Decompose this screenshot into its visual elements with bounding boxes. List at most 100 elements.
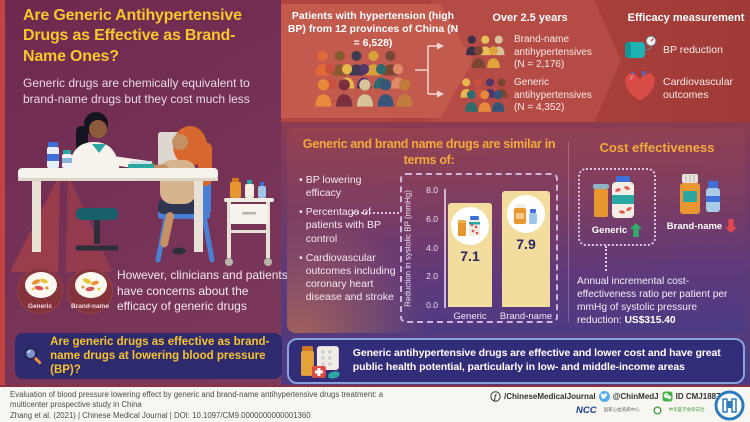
medicines-icon — [300, 346, 340, 379]
wechat-id: ID CMJ1887 — [675, 392, 721, 401]
cost-note: Annual incremental cost-effectiveness ra… — [577, 275, 739, 327]
generic-group-name: Generic antihypertensives — [514, 77, 592, 101]
organization-logos: NCC 国家心血管病中心 中华医学会杂志社 — [576, 405, 711, 416]
left-accent-stripe — [0, 0, 5, 385]
page-title: Are Generic Antihypertensive Drugs as Ef… — [23, 7, 242, 65]
bar-column-generic: 7.1 — [448, 190, 492, 307]
results-panel: Generic and brand name drugs are similar… — [287, 128, 745, 333]
category-label-brand: Brand-name — [499, 311, 553, 322]
footer: Evaluation of blood pressure lowering ef… — [0, 385, 750, 422]
cohort-label: Patients with hypertension (high BP) fro… — [287, 10, 459, 49]
duration-heading: Over 2.5 years — [492, 12, 568, 24]
magnifier-icon — [24, 347, 42, 365]
twitter-icon — [598, 391, 610, 402]
generic-cost-bottles-icon — [593, 176, 634, 218]
brand-pills-badge: Brand-name — [67, 268, 113, 314]
bullet-dot: • — [299, 174, 303, 186]
research-question-box: Are generic drugs as effective as brand-… — [15, 333, 282, 379]
y-tick-label: 6.0 — [426, 213, 438, 224]
brand-cost-bottles-icon — [680, 174, 720, 214]
generic-group-icon — [460, 78, 508, 112]
brand-cost-group: Brand-name — [665, 174, 739, 233]
generic-cost-label: Generic — [591, 223, 643, 237]
bullet-text: BP lowering efficacy — [305, 174, 362, 200]
y-tick-label: 8.0 — [426, 185, 438, 195]
bullet-item: • Percentage of patients with BP control — [299, 206, 399, 245]
study-design-band: Patients with hypertension (high BP) fro… — [281, 0, 750, 122]
brand-badge-label: Brand-name — [71, 302, 109, 310]
twitter-handle: @ChinMedJ — [612, 392, 659, 401]
bullet-item: • BP lowering efficacy — [299, 174, 399, 200]
bar-generic: 7.1 — [448, 203, 492, 307]
cma-name-cn: 中华医学会杂志社 — [668, 407, 705, 413]
bar-column-brand: 7.9 — [502, 190, 550, 307]
brand-group-n: (N = 2,176) — [514, 59, 565, 70]
chart-y-axis-line — [444, 189, 446, 308]
generic-pills-badge: Generic — [17, 268, 63, 314]
chart-y-axis-label: Reduction in systolic BP (mmHg) — [403, 190, 413, 307]
ncc-logo: NCC — [576, 405, 597, 416]
cma-logo-icon — [653, 406, 662, 415]
facebook-handle: /ChineseMedicalJournal — [504, 392, 596, 401]
down-arrow-icon — [725, 219, 738, 233]
y-tick-label: 4.0 — [426, 242, 438, 253]
wechat-icon — [662, 391, 673, 402]
split-arrow — [415, 42, 444, 98]
page-subtitle: Generic drugs are chemically equivalent … — [23, 76, 250, 106]
y-tick-label: 2.0 — [426, 271, 438, 282]
bullet-text: Cardiovascular outcomes including corona… — [305, 251, 396, 303]
cardiovascular-label: Cardiovascular outcomes — [663, 76, 734, 101]
cost-note-value: US$315.40 — [624, 315, 676, 327]
brand-group-label: Brand-name antihypertensives (N = 2,176) — [514, 34, 622, 72]
generic-group-label: Generic antihypertensives (N = 4,352) — [514, 77, 622, 115]
cost-note-text: Annual incremental cost-effectiveness ra… — [577, 276, 728, 327]
dotted-connector — [353, 212, 399, 214]
patients-crowd-icon — [315, 50, 413, 107]
bullet-dot: • — [299, 251, 303, 264]
generic-badge-label: Generic — [27, 302, 53, 310]
y-tick-label: 0.0 — [426, 300, 438, 310]
social-row: f /ChineseMedicalJournal @ChinMedJ ID CM… — [490, 391, 721, 402]
cmj-logo — [714, 390, 745, 421]
intro-panel: Are Generic Antihypertensive Drugs as Ef… — [5, 0, 288, 385]
bp-reduction-chart: Reduction in systolic BP (mmHg) 8.0 6.0 4.… — [400, 173, 558, 323]
similarity-bullets: • BP lowering efficacy • Percentage of pat… — [299, 174, 399, 310]
ncc-name-cn: 国家心血管病中心 — [603, 407, 640, 413]
bullet-text: Percentage of patients with BP control — [305, 206, 381, 245]
generic-group-n: (N = 4,352) — [514, 102, 565, 113]
chart-plot-area: 7.1 7.9 — [448, 190, 556, 307]
category-label-generic: Generic — [453, 311, 487, 322]
generic-cost-text: Generic — [591, 224, 628, 236]
brand-pills-icon — [75, 272, 107, 298]
generic-cost-group: Generic — [578, 168, 656, 246]
bp-reduction-label: BP reduction — [663, 44, 723, 56]
heart-icon — [625, 70, 655, 101]
doctor-patient-illustration — [10, 112, 274, 272]
brand-group-name: Brand-name antihypertensives — [514, 34, 592, 58]
bp-monitor-icon — [625, 35, 657, 58]
concern-text: However, clinicians and patients have co… — [117, 268, 288, 314]
conclusion-banner: Generic antihypertensive drugs are effec… — [287, 338, 745, 384]
bar-brand-name: 7.9 — [502, 191, 550, 307]
panel-divider — [568, 142, 569, 322]
citation-meta: Zhang et al. (2021) | Chinese Medical Jo… — [10, 411, 311, 420]
cohort-chevron — [281, 4, 473, 118]
cost-heading: Cost effectiveness — [599, 140, 715, 155]
research-question: Are generic drugs as effective as brand-… — [50, 335, 270, 376]
bar-value-brand: 7.9 — [516, 236, 536, 253]
bullet-dot: • — [299, 206, 303, 219]
generic-bottles-icon — [451, 207, 489, 246]
facebook-icon: f — [490, 391, 501, 402]
svg-text:f: f — [494, 392, 498, 401]
similarity-heading: Generic and brand name drugs are similar… — [302, 137, 556, 168]
brand-group-icon — [466, 35, 505, 68]
brand-cost-label: Brand-name — [666, 219, 738, 233]
chart-y-ticks: 8.0 6.0 4.0 2.0 0.0 — [416, 185, 438, 310]
up-arrow-icon — [630, 223, 643, 237]
bar-value-generic: 7.1 — [460, 248, 480, 265]
efficacy-heading: Efficacy measurement — [627, 12, 745, 24]
brand-cost-text: Brand-name — [666, 220, 723, 232]
bullet-item: • Cardiovascular outcomes including coron… — [299, 252, 399, 305]
generic-pills-icon — [25, 272, 57, 298]
